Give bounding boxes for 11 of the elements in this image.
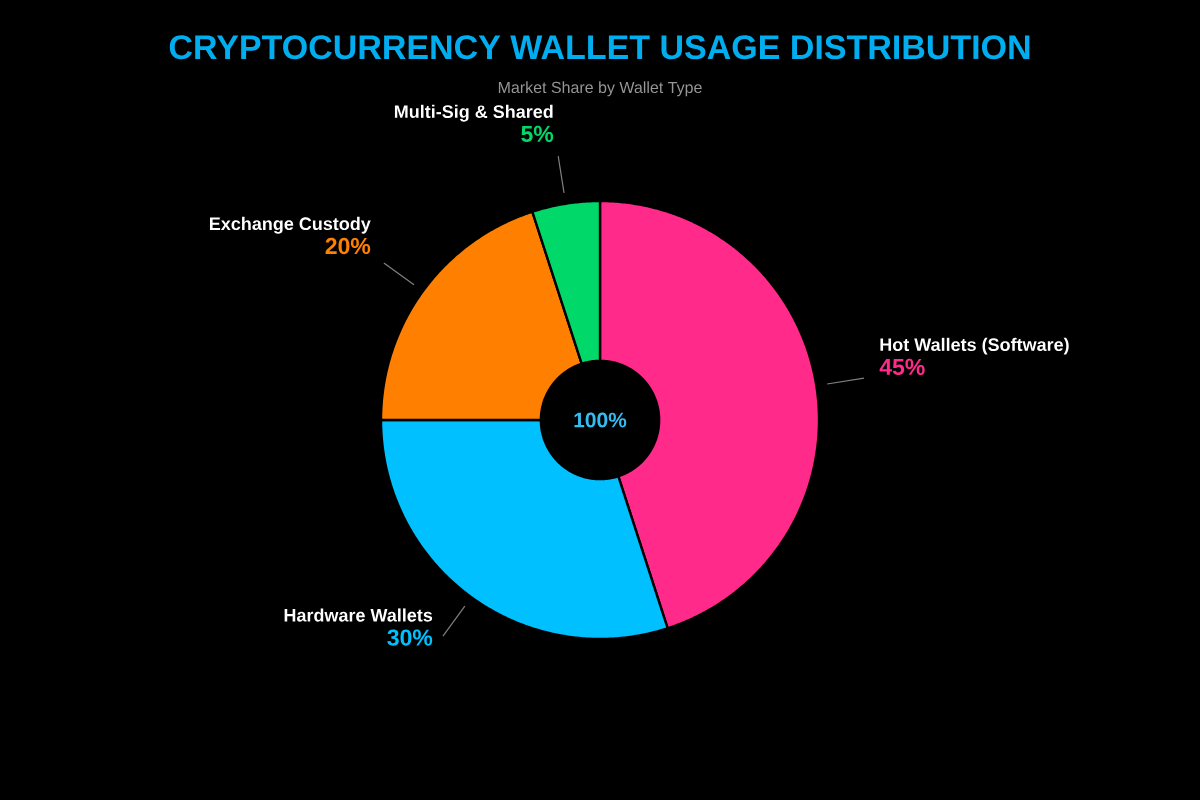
slice-label: Hot Wallets (Software) (880, 337, 1069, 355)
data-label: 30% (387, 629, 433, 646)
slice-label: Multi-Sig & Shared (394, 104, 553, 122)
chart-subtitle: Market Share by Wallet Type (498, 81, 702, 97)
slice-label: Hardware Wallets (284, 608, 433, 622)
data-label: 5% (521, 125, 554, 143)
data-label: 45% (879, 358, 925, 376)
data-label: 20% (325, 237, 371, 255)
slice-label: Exchange Custody (209, 216, 371, 234)
text: 100% (574, 412, 627, 428)
chart-title: CRYPTOCURRENCY WALLET USAGE DISTRIBUTION (169, 35, 1030, 60)
